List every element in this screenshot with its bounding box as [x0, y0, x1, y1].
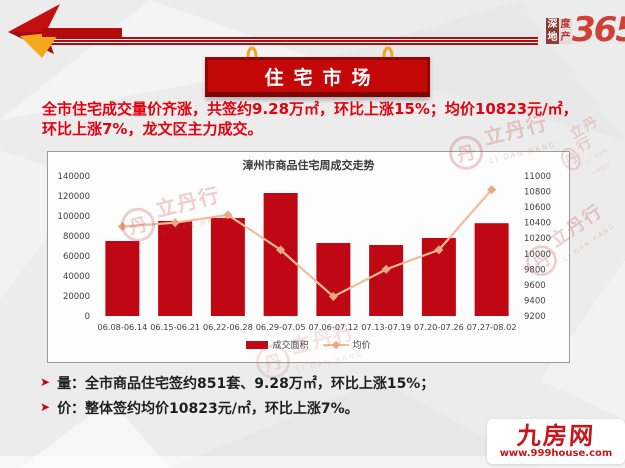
svg-text:06.29-07.05: 06.29-07.05 [256, 322, 306, 332]
chart-title: 漳州市商品住宅周成交走势 [242, 159, 375, 172]
headline: 全市住宅成交量价齐涨，共签约9.28万㎡，环比上涨15%；均价10823元/㎡，… [42, 100, 608, 140]
legend-item-price: 均价 [322, 338, 371, 351]
chart-panel: 漳州市商品住宅周成交走势 0 20000 40000 60000 80000 100000… [47, 151, 570, 363]
svg-text:9400: 9400 [524, 296, 546, 306]
site-logo: 九房网 www.999house.com [487, 419, 625, 464]
svg-text:9800: 9800 [524, 265, 546, 275]
headline-line1: 全市住宅成交量价齐涨，共签约9.28万㎡，环比上涨15%；均价10823元/㎡， [42, 100, 578, 118]
svg-text:06.08-06.14: 06.08-06.14 [97, 322, 147, 332]
svg-text:06.15-06.21: 06.15-06.21 [150, 322, 200, 332]
legend-item-area: 成交面积 [246, 338, 309, 351]
brand-char: 地 [546, 31, 559, 44]
brand-char: 度 [559, 18, 572, 31]
header-rule-line [30, 37, 538, 45]
bullet-volume: ➤ 量：全市商品住宅签约851套、9.28万㎡，环比上涨15%； [40, 373, 580, 393]
bottom-light-band [0, 456, 625, 468]
svg-text:0: 0 [85, 312, 90, 322]
bar-line-chart: 0 20000 40000 60000 80000 100000 120000 140000 9… [58, 172, 552, 332]
svg-text:10600: 10600 [524, 203, 551, 213]
summary-bullets: ➤ 量：全市商品住宅签约851套、9.28万㎡，环比上涨15%； ➤ 价：整体签… [40, 373, 580, 418]
svg-text:60000: 60000 [63, 252, 90, 262]
brand-logo-box: 深 度 地 产 [546, 18, 572, 44]
svg-text:9600: 9600 [524, 281, 546, 291]
arrow-bullet-icon: ➤ [40, 400, 51, 414]
svg-text:80000: 80000 [63, 232, 90, 242]
bullet-text: 量：全市商品住宅签约851套、9.28万㎡，环比上涨15%； [57, 376, 435, 392]
line-series-swatch [322, 340, 349, 349]
brand-char: 产 [559, 31, 572, 44]
brand-number: 365 [572, 10, 625, 50]
brand-char: 深 [546, 18, 559, 31]
arrow-icon [8, 4, 122, 58]
section-title: 住宅市场 [264, 66, 381, 89]
legend-label: 均价 [352, 341, 371, 351]
svg-text:10000: 10000 [524, 250, 551, 260]
svg-text:06.22-06.28: 06.22-06.28 [203, 322, 253, 332]
svg-text:07.13-07.19: 07.13-07.19 [361, 322, 411, 332]
svg-text:10800: 10800 [524, 188, 551, 198]
brand-logo: 深 度 地 产 365 [546, 9, 625, 47]
headline-line2: 环比上涨7%，龙文区主力成交。 [42, 119, 263, 138]
svg-text:10200: 10200 [524, 234, 551, 244]
svg-text:10400: 10400 [524, 219, 551, 229]
legend-label: 成交面积 [272, 341, 309, 351]
svg-text:40000: 40000 [63, 272, 90, 282]
svg-text:11000: 11000 [524, 172, 551, 182]
svg-text:100000: 100000 [58, 212, 90, 222]
svg-text:07.06-07.12: 07.06-07.12 [308, 322, 358, 332]
watermark-subtext: LI DAN HANG [584, 147, 612, 177]
svg-text:20000: 20000 [63, 292, 90, 302]
svg-text:9200: 9200 [524, 312, 546, 322]
svg-text:07.27-08.02: 07.27-08.02 [467, 322, 517, 332]
svg-text:120000: 120000 [58, 192, 90, 202]
site-url: www.999house.com [499, 447, 613, 459]
section-banner: 住宅市场 [205, 57, 430, 97]
chart-legend: 成交面积 均价 [48, 338, 569, 351]
svg-text:140000: 140000 [58, 172, 90, 182]
bullet-price: ➤ 价：整体签约均价10823元/㎡，环比上涨7%。 [40, 398, 580, 418]
bar-series-swatch [246, 340, 269, 349]
site-name: 九房网 [516, 421, 596, 450]
arrow-bullet-icon: ➤ [40, 375, 51, 389]
bullet-text: 价：整体签约均价10823元/㎡，环比上涨7%。 [57, 401, 359, 417]
svg-text:07.20-07.26: 07.20-07.26 [414, 322, 464, 332]
